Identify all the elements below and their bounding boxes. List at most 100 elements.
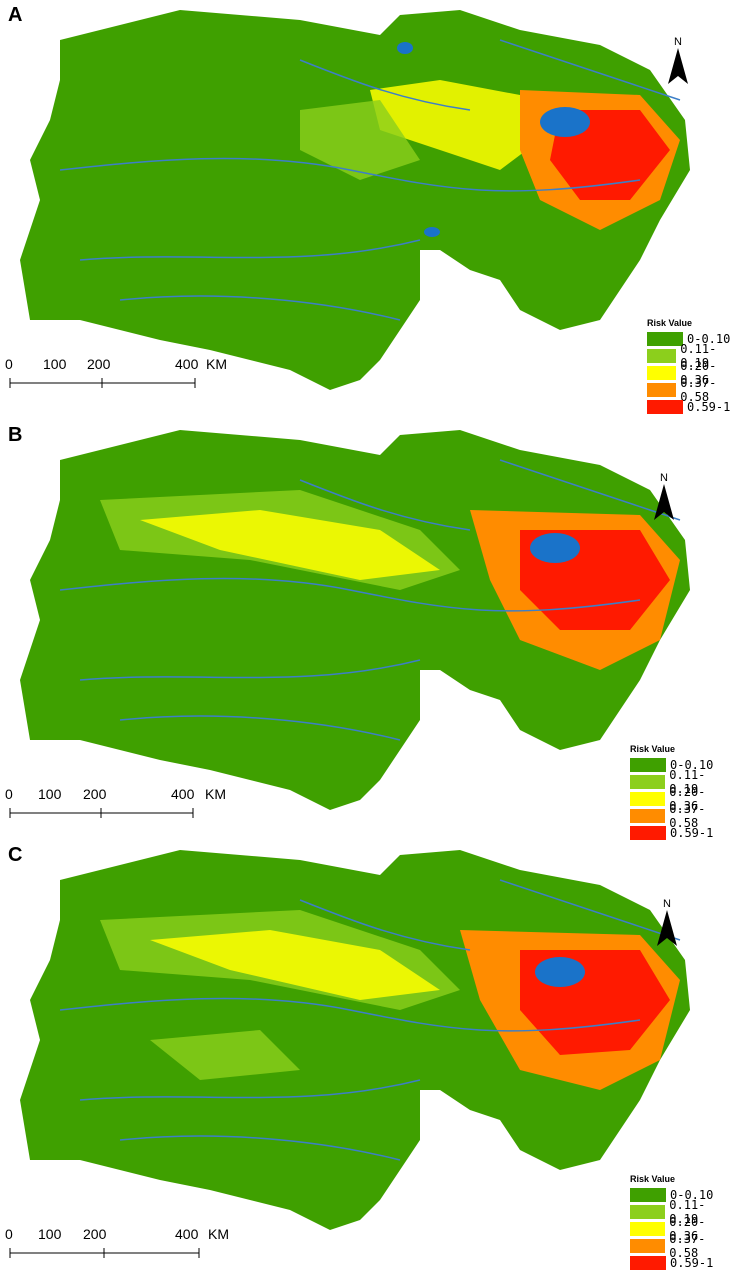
legend-label: 0.59-1 xyxy=(687,399,731,414)
scale-line xyxy=(9,378,196,388)
legend-swatch xyxy=(630,808,666,823)
legend-label: 0.20-0.36 xyxy=(669,784,706,813)
legend-swatch xyxy=(630,1238,666,1253)
legend-label: 0.37-0.58 xyxy=(669,1231,706,1260)
legend-swatch xyxy=(630,1221,666,1236)
scale-tick-200: 200 xyxy=(87,356,111,372)
scale-tick-200: 200 xyxy=(83,1226,107,1242)
lake-b xyxy=(530,533,580,563)
lightgreen-zone-a xyxy=(300,100,420,180)
scale-line xyxy=(9,808,194,818)
scale-unit: KM xyxy=(206,356,227,372)
small-lake-a2 xyxy=(397,42,413,54)
legend-swatch xyxy=(647,399,683,414)
legend-label: 0.11-0.19 xyxy=(669,767,706,796)
north-arrow-a: N xyxy=(668,36,688,89)
scale-tick-0: 0 xyxy=(5,356,13,372)
scale-tick-400: 400 xyxy=(175,1226,199,1242)
scale-tick-0: 0 xyxy=(5,786,13,802)
panel-letter-a: A xyxy=(8,4,23,26)
rivers-a xyxy=(59,39,681,321)
legend-item-b-4: 0.59-1 xyxy=(630,824,733,841)
legend-title-b: Risk Value xyxy=(630,744,676,754)
legend-label: 0-0.10 xyxy=(670,757,714,772)
legend-label: 0.37-0.58 xyxy=(680,375,717,404)
legend-label: 0.59-1 xyxy=(670,1255,714,1270)
north-label-b: N xyxy=(660,472,668,484)
scale-tick-100: 100 xyxy=(43,356,67,372)
legend-item-a-0: 0-0.10 xyxy=(647,330,733,347)
legend-item-a-2: 0.20-0.36 xyxy=(647,359,733,387)
scale-tick-100: 100 xyxy=(38,786,62,802)
legend-label: 0-0.10 xyxy=(687,331,731,346)
legend-b: Risk Value 0-0.10 0.11-0.19 0.20-0.36 0.… xyxy=(630,744,733,841)
risk-map-a xyxy=(20,10,690,390)
legend-item-b-3: 0.37-0.58 xyxy=(630,802,733,830)
panel-b: B N Risk Value 0-0.10 0.11-0.19 0.20-0.3… xyxy=(0,420,733,840)
scale-bar-a: 0 100 200 400 KM xyxy=(5,356,227,396)
legend-title-a: Risk Value xyxy=(647,318,693,328)
panel-letter-b: B xyxy=(8,424,23,446)
legend-label: 0.11-0.19 xyxy=(680,341,717,370)
legend-item-c-1: 0.11-0.19 xyxy=(630,1198,733,1226)
rivers-c xyxy=(59,879,681,1161)
risk-map-b xyxy=(20,430,690,810)
scale-tick-0: 0 xyxy=(5,1226,13,1242)
legend-item-a-1: 0.11-0.19 xyxy=(647,342,733,370)
legend-title-c: Risk Value xyxy=(630,1174,676,1184)
north-label-c: N xyxy=(663,898,671,910)
legend-swatch xyxy=(630,791,666,806)
panel-a: A N Risk Value 0-0.10 0.11-0.19 0.20-0.3… xyxy=(0,0,733,420)
legend-item-a-4: 0.59-1 xyxy=(647,398,733,415)
rivers-b xyxy=(59,459,681,741)
north-arrow-b: N xyxy=(654,472,674,525)
north-label-a: N xyxy=(674,36,682,48)
legend-swatch xyxy=(647,382,677,397)
legend-a: Risk Value 0-0.10 0.11-0.19 0.20-0.36 0.… xyxy=(647,318,733,415)
scale-unit: KM xyxy=(208,1226,229,1242)
north-arrow-icon xyxy=(657,910,677,946)
legend-swatch xyxy=(630,1255,666,1270)
legend-label: 0.20-0.36 xyxy=(680,358,717,387)
legend-item-b-0: 0-0.10 xyxy=(630,756,733,773)
north-arrow-icon xyxy=(654,484,674,520)
yellow-zone-c xyxy=(150,930,440,1000)
scale-tick-400: 400 xyxy=(171,786,195,802)
yellow-zone-b xyxy=(140,510,440,580)
legend-label: 0.11-0.19 xyxy=(669,1197,706,1226)
scale-bar-b: 0 100 200 400 KM xyxy=(5,786,226,826)
lake-c xyxy=(535,957,585,987)
north-arrow-icon xyxy=(668,48,688,84)
legend-swatch xyxy=(647,331,683,346)
scale-unit: KM xyxy=(205,786,226,802)
legend-swatch xyxy=(630,757,666,772)
legend-c: Risk Value 0-0.10 0.11-0.19 0.20-0.36 0.… xyxy=(630,1174,733,1271)
lake-a xyxy=(540,107,590,137)
scale-tick-100: 100 xyxy=(38,1226,62,1242)
legend-swatch xyxy=(630,1204,666,1219)
legend-label: 0.20-0.36 xyxy=(669,1214,706,1243)
small-lake-a1 xyxy=(424,227,440,237)
scale-tick-200: 200 xyxy=(83,786,107,802)
scale-bar-c: 0 100 200 400 KM xyxy=(5,1226,229,1266)
legend-item-c-4: 0.59-1 xyxy=(630,1254,733,1271)
legend-item-b-1: 0.11-0.19 xyxy=(630,768,733,796)
scale-line xyxy=(9,1248,200,1258)
legend-label: 0-0.10 xyxy=(670,1187,714,1202)
legend-item-c-0: 0-0.10 xyxy=(630,1186,733,1203)
legend-swatch xyxy=(630,1187,666,1202)
legend-item-b-2: 0.20-0.36 xyxy=(630,785,733,813)
panel-letter-c: C xyxy=(8,844,23,866)
legend-item-a-3: 0.37-0.58 xyxy=(647,376,733,404)
north-arrow-c: N xyxy=(657,898,677,951)
scale-tick-400: 400 xyxy=(175,356,199,372)
legend-item-c-3: 0.37-0.58 xyxy=(630,1232,733,1260)
legend-label: 0.59-1 xyxy=(670,825,714,840)
panel-c: C N Risk Value 0-0.10 0.11-0.19 0.20-0.3… xyxy=(0,840,733,1279)
legend-swatch xyxy=(647,365,677,380)
risk-map-c xyxy=(20,850,690,1230)
legend-swatch xyxy=(630,774,666,789)
legend-swatch xyxy=(630,825,666,840)
legend-item-c-2: 0.20-0.36 xyxy=(630,1215,733,1243)
legend-swatch xyxy=(647,348,677,363)
